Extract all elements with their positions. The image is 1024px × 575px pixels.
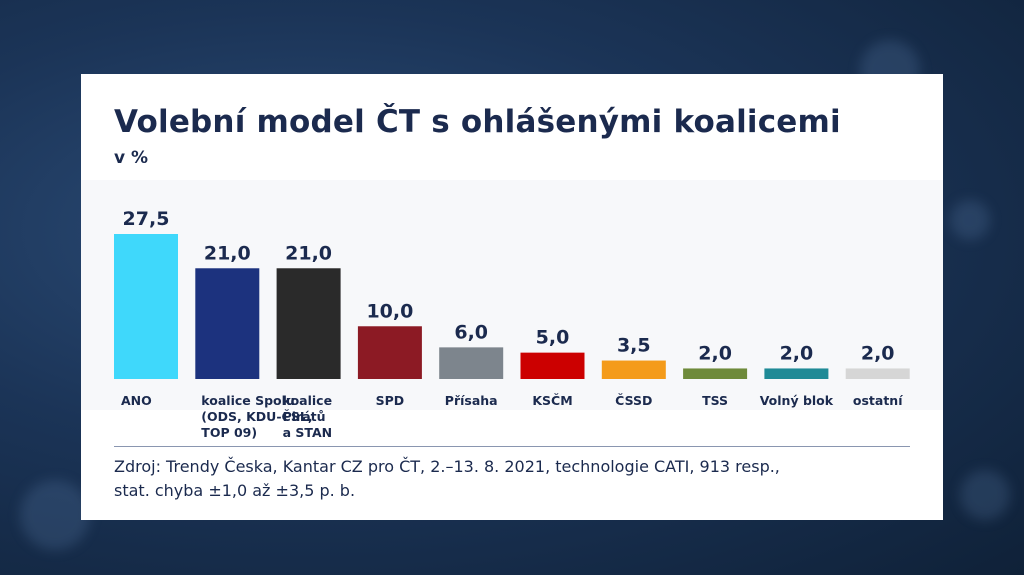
bar-value-label: 10,0 [366,300,413,322]
bar [845,368,910,379]
bar-value-label: 2,0 [698,342,732,364]
category-label: ostatní [853,393,903,408]
bar [520,352,585,379]
bar [114,234,178,379]
bar-value-label: 21,0 [285,242,332,264]
bar-value-label: 3,5 [617,335,651,357]
category-label: koalice Spolu (ODS, KDU-ČSL, TOP 09) [201,393,312,440]
bar-value-label: 27,5 [123,208,170,230]
source-note: Zdroj: Trendy Česka, Kantar CZ pro ČT, 2… [114,455,914,503]
bar-value-label: 5,0 [536,327,570,349]
category-label: TSS [702,393,728,408]
chart-card: Volební model ČT s ohlášenými koalicemi … [81,74,943,520]
bar [439,347,504,379]
bar [601,360,666,379]
bar [764,368,829,379]
background-bokeh [950,200,990,240]
source-line-2: stat. chyba ±1,0 až ±3,5 p. b. [114,481,356,500]
category-label: SPD [376,393,405,408]
bar [357,326,422,379]
unit-label: v % [114,148,149,168]
category-label: ANO [121,393,152,408]
source-divider [114,446,910,447]
bar-value-label: 2,0 [780,342,814,364]
chart-title: Volební model ČT s ohlášenými koalicemi [114,104,841,140]
category-label: koalice Pirátů a STAN [283,393,332,440]
background-bokeh [960,470,1010,520]
background-bokeh [20,480,90,550]
bar [276,268,341,379]
bar-chart: 27,5 ANO 21,0 koalice Spolu (ODS, KDU-ČSL, TO… [114,208,910,440]
category-label: Přísaha [445,393,498,408]
bar-value-label: 6,0 [454,321,488,343]
source-line-1: Zdroj: Trendy Česka, Kantar CZ pro ČT, 2… [114,457,780,476]
bar-value-label: 21,0 [204,242,251,264]
bar [683,368,748,379]
bar [195,268,260,379]
category-label: KSČM [532,393,572,408]
category-label: ČSSD [615,393,652,408]
bar-value-label: 2,0 [861,342,895,364]
category-label: Volný blok [760,393,834,408]
